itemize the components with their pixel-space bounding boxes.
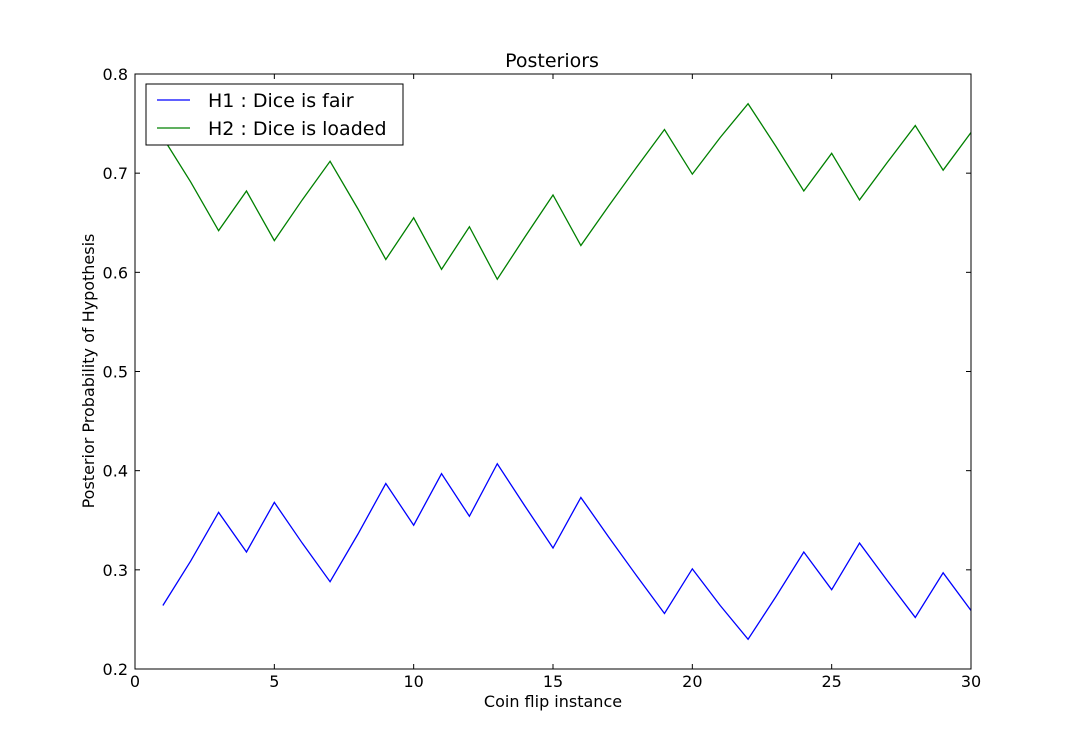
axis-ticks: 0 5 10 15 20 25 30 0.2 0.3 0.4 0.5 0.6 0.7 0.8: [103, 65, 982, 691]
y-tick-label: 0.7: [103, 164, 128, 183]
x-tick-label: 5: [269, 672, 279, 691]
x-tick-label: 30: [961, 672, 981, 691]
y-tick-label: 0.3: [103, 561, 128, 580]
legend-label-h1: H1 : Dice is fair: [208, 90, 354, 112]
x-axis-label: Coin flip instance: [484, 692, 622, 711]
x-tick-label: 10: [403, 672, 423, 691]
legend-box: [145, 83, 404, 146]
y-tick-label: 0.6: [103, 263, 128, 282]
y-tick-label: 0.4: [103, 462, 128, 481]
x-tick-label: 20: [682, 672, 702, 691]
y-tick-label: 0.8: [103, 65, 128, 84]
series-line-h1: [162, 462, 972, 641]
plot-frame: [134, 73, 972, 670]
x-tick-label: 15: [543, 672, 563, 691]
y-tick-label: 0.5: [103, 363, 128, 382]
y-tick-label: 0.2: [103, 660, 128, 679]
y-axis-label: Posterior Probability of Hypothesis: [79, 234, 98, 509]
x-tick-label: 25: [821, 672, 841, 691]
plot-area: [162, 102, 972, 641]
x-tick-label: 0: [130, 672, 140, 691]
legend-label-h2: H2 : Dice is loaded: [208, 118, 387, 140]
chart-title: Posteriors: [505, 50, 599, 72]
series-line-h2: [162, 102, 972, 281]
legend: H1 : Dice is fair H2 : Dice is loaded: [145, 83, 404, 146]
